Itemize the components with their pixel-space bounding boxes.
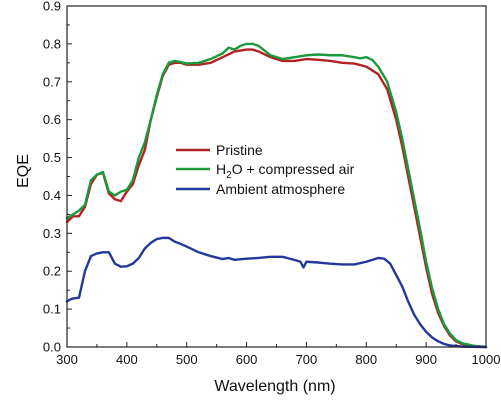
y-tick-label: 0.7 [43,74,61,89]
x-axis-title: Wavelength (nm) [214,378,335,395]
legend-label-h2o-suffix: O + compressed air [232,161,355,177]
x-tick-label: 600 [236,352,258,367]
y-axis-title: EQE [15,154,32,188]
y-tick-label: 0.8 [43,36,61,51]
legend: Pristine H2O + compressed air Ambient at… [176,142,355,197]
series-line-ambient-atmosphere [65,236,488,349]
x-tick-label: 500 [176,352,198,367]
y-tick-label: 0.0 [43,340,61,355]
y-tick-label: 0.4 [43,188,61,203]
tick-labels: 300 400 500 600 700 800 900 1000 0.0 0.1 0.2 0.3 0.4… [43,0,501,367]
y-tick-label: 0.6 [43,112,61,127]
series-line-pristine [65,48,488,349]
legend-label-h2o: H2O + compressed air [216,161,355,181]
x-tick-label: 800 [355,352,377,367]
legend-label-ambient: Ambient atmosphere [216,181,345,197]
y-tick-label: 0.5 [43,150,61,165]
x-tick-label: 300 [56,352,78,367]
y-tick-label: 0.1 [43,302,61,317]
y-tick-label: 0.3 [43,226,61,241]
x-tick-label: 400 [116,352,138,367]
legend-label-h2o-prefix: H [216,161,226,177]
legend-label-pristine: Pristine [216,142,263,158]
series-layer [65,42,488,349]
x-tick-label: 900 [415,352,437,367]
y-tick-label: 0.9 [43,0,61,14]
legend-label-h2o-sub: 2 [226,170,232,181]
x-tick-label: 700 [296,352,318,367]
series-line-h2o-compressed-air [65,42,488,349]
y-tick-label: 0.2 [43,264,61,279]
ticks-layer [66,5,487,348]
x-tick-label: 1000 [472,352,501,367]
